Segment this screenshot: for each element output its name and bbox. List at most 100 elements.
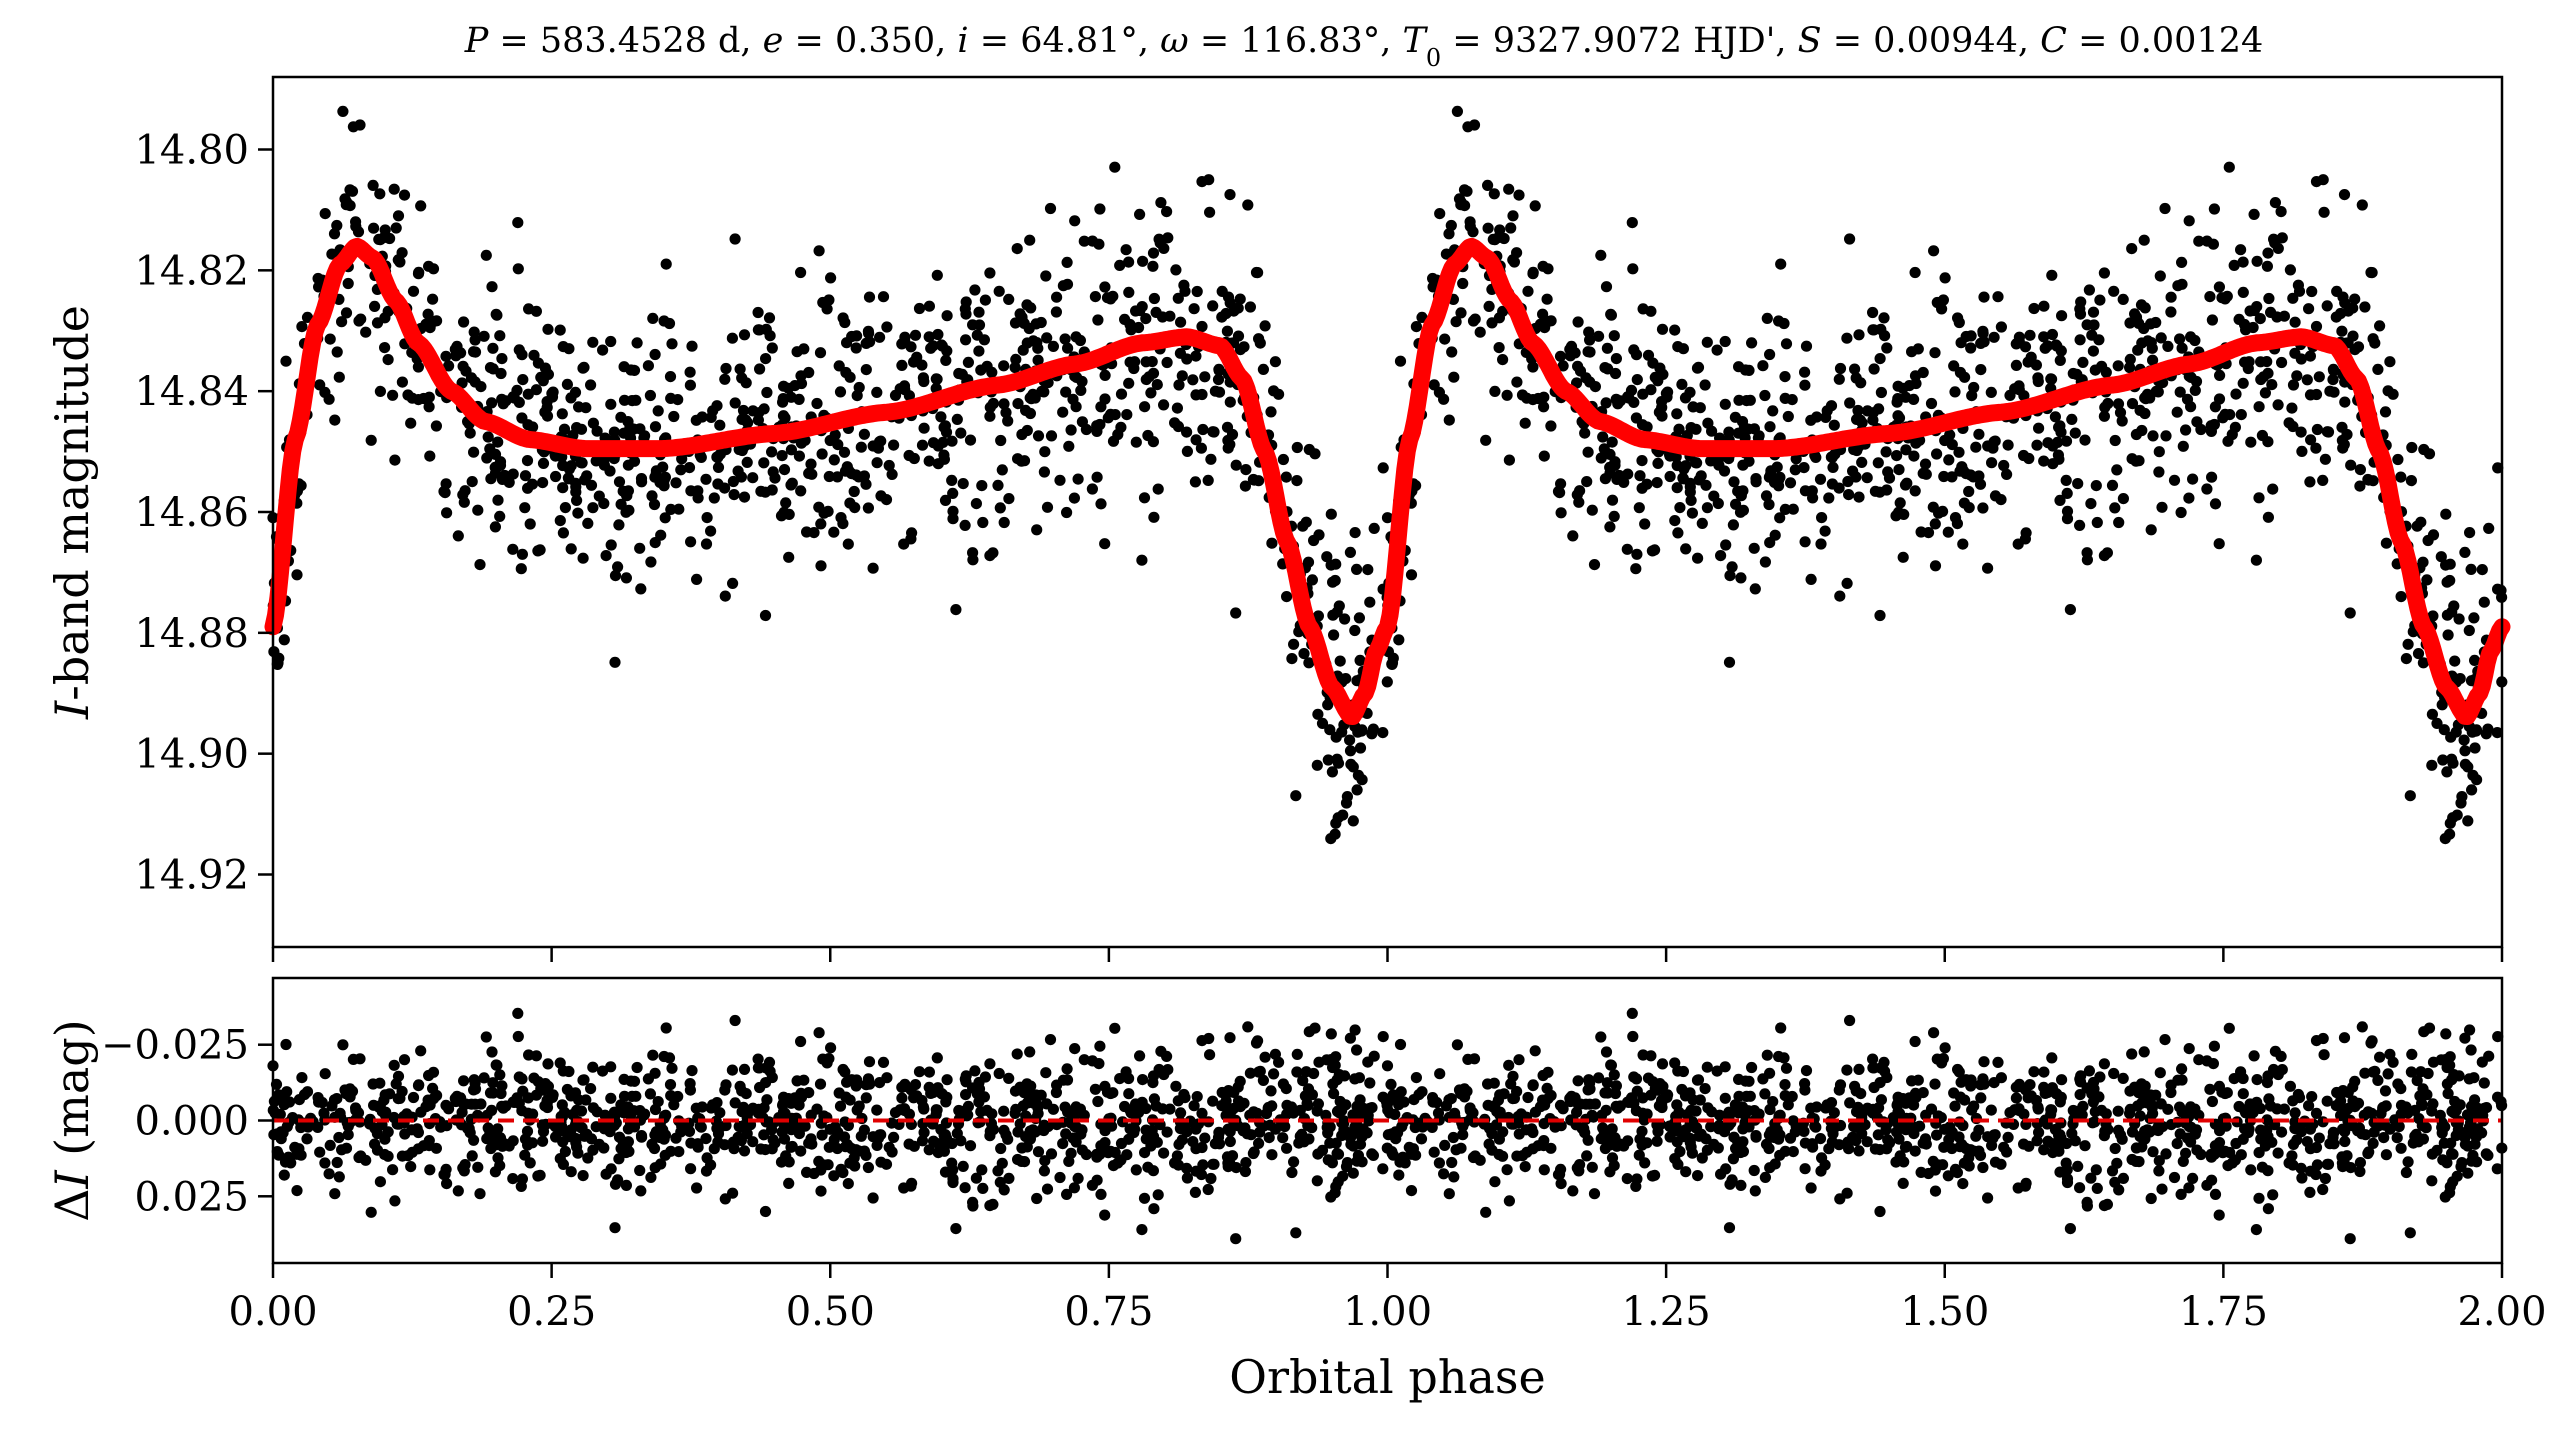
residual-point [862,1161,875,1174]
data-point [1024,407,1036,420]
data-point [1240,464,1252,476]
data-point [1038,386,1050,398]
data-point [2303,303,2315,315]
residual-point [1393,1169,1405,1181]
residual-point [1070,1136,1082,1148]
residual-point [1922,1167,1935,1180]
residual-point [1522,1091,1534,1104]
residual-point [1571,1162,1583,1174]
residual-point [2135,1078,2148,1090]
residual-point [1992,1056,2004,1068]
residual-point [829,1121,841,1133]
residual-point [1196,1107,1208,1119]
data-point [2317,174,2329,186]
residual-point [1130,1164,1142,1176]
data-point [2319,453,2331,465]
residual-point [2152,1124,2164,1137]
data-point [1362,564,1374,576]
data-point [793,393,805,405]
residual-point [378,1094,390,1106]
data-point [2379,406,2392,418]
residual-point [758,1129,770,1141]
data-point [1711,344,1723,356]
data-point [659,512,671,524]
x-tick-label: 2.00 [2457,1289,2546,1335]
data-point [1345,758,1357,770]
residual-point [1695,1128,1707,1140]
data-point [1330,558,1342,570]
residual-point [1677,1131,1689,1143]
residual-point [2038,1144,2050,1156]
data-point [2440,508,2452,520]
title-T-subscript: 0 [1426,44,1441,72]
residual-point [598,1123,611,1135]
data-point [2283,417,2295,429]
data-point [563,473,575,485]
data-point [1191,285,1203,298]
residual-point [1497,1150,1509,1162]
data-point [979,294,992,306]
residual-point [1240,1157,1252,1169]
residual-point [452,1185,464,1197]
residual-point [1262,1101,1275,1114]
data-point [1967,471,1979,483]
data-point [1455,196,1467,208]
data-point [569,386,582,398]
residual-point [670,1132,682,1144]
residual-point [1645,1050,1657,1062]
residual-point [1025,1125,1037,1137]
data-point [2139,407,2151,420]
residual-point [1511,1150,1523,1162]
data-point [1145,387,1157,399]
data-point [1622,468,1634,480]
data-point [626,395,638,407]
residual-point [1595,1031,1607,1043]
data-point [1109,161,1121,173]
data-point [2384,356,2396,368]
x-tick-label: 0.00 [228,1289,317,1335]
data-point [1582,346,1594,358]
residual-point [1628,1071,1640,1083]
residual-point [2055,1091,2067,1103]
residual-point [457,1162,469,1174]
residual-point [2208,1040,2220,1052]
data-point [1847,465,1859,477]
residual-point [507,1135,519,1147]
data-point [785,479,797,491]
data-point [368,222,380,234]
residual-point [472,1161,484,1173]
residual-point [1931,1129,1943,1141]
data-point [1164,310,1176,322]
data-point [747,472,759,484]
residual-point [2380,1149,2392,1161]
data-point [1321,551,1333,563]
data-point [593,490,605,502]
data-point [1221,325,1233,337]
data-point [886,468,898,480]
data-point [778,464,791,476]
residual-point [474,1188,486,1200]
residual-point [911,1090,923,1102]
residual-point [729,1014,741,1027]
residual-point [2244,1098,2256,1110]
residual-point [1874,1205,1886,1218]
residual-point [431,1089,443,1102]
residual-point [1982,1192,1994,1204]
residual-point [1501,1164,1513,1176]
data-point [2321,300,2333,312]
data-point [1634,470,1646,482]
residual-point [1351,1044,1363,1056]
data-point [2213,281,2225,293]
data-point [622,459,635,471]
data-point [738,329,751,341]
data-point [1929,347,1941,359]
residual-point [2459,1132,2471,1144]
residual-point [755,1143,767,1155]
data-point [695,451,707,463]
residual-point [1091,1148,1103,1160]
data-point [2109,502,2121,514]
data-point [495,367,507,380]
residual-point [1277,1132,1289,1144]
data-point [1899,479,1912,491]
data-point [1326,766,1338,778]
